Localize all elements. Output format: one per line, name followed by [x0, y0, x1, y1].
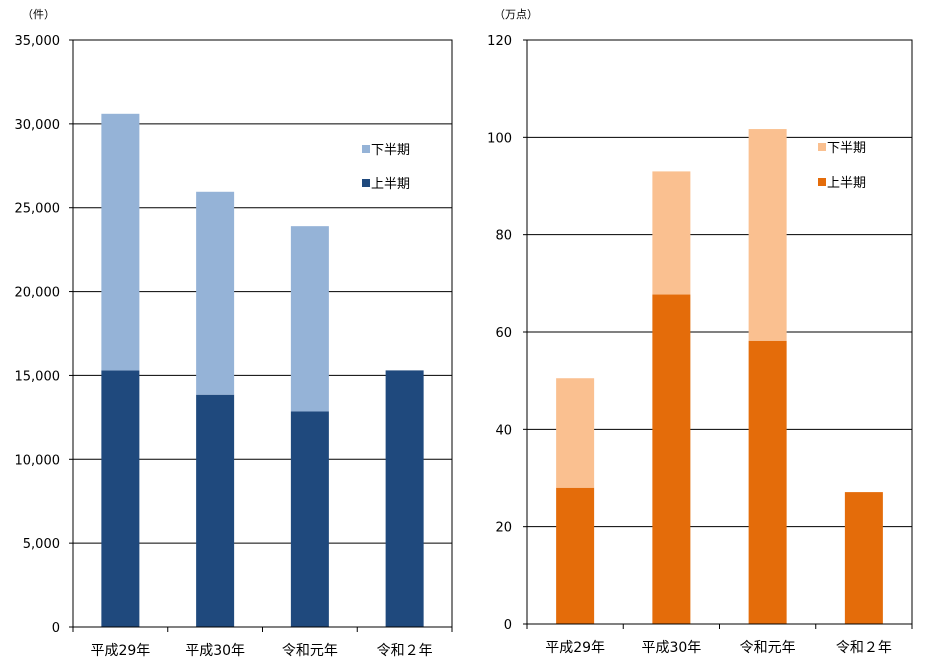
- y-tick-label: 5,000: [23, 537, 60, 552]
- y-tick-label: 20: [495, 521, 512, 536]
- y-tick-label: 25,000: [15, 202, 61, 217]
- bar-first-half: [101, 370, 140, 627]
- y-tick-label: 80: [495, 229, 512, 244]
- legend-swatch: [818, 178, 826, 186]
- y-tick-label: 120: [487, 34, 512, 49]
- y-tick-label: 0: [504, 618, 512, 633]
- plot-border: [526, 39, 913, 625]
- bar-first-half: [556, 487, 595, 624]
- y-tick-label: 60: [495, 326, 512, 341]
- y-unit-label: （件）: [22, 8, 55, 21]
- x-tick-label: 平成29年: [545, 640, 605, 656]
- legend-swatch: [362, 179, 370, 187]
- bar-first-half: [196, 394, 235, 627]
- x-tick-label: 令和元年: [740, 640, 796, 656]
- y-unit-label: （万点）: [494, 8, 538, 21]
- x-tick-label: 平成30年: [185, 643, 245, 659]
- y-tick-label: 35,000: [15, 34, 61, 49]
- bar-second-half: [748, 129, 787, 341]
- x-tick-label: 令和元年: [282, 643, 338, 659]
- bar-first-half: [844, 492, 883, 624]
- x-tick-label: 平成29年: [90, 643, 150, 659]
- legend-swatch: [818, 143, 826, 151]
- bar-first-half: [748, 340, 787, 624]
- bar-first-half: [652, 294, 691, 624]
- y-tick-label: 0: [52, 621, 60, 636]
- bar-first-half: [385, 370, 424, 627]
- bar-second-half: [556, 378, 595, 488]
- plot-border: [72, 39, 453, 628]
- legend-swatch: [362, 145, 370, 153]
- bar-second-half: [290, 226, 329, 412]
- bar-first-half: [290, 411, 329, 627]
- y-tick-label: 40: [495, 423, 512, 438]
- legend-label: 上半期: [827, 176, 866, 191]
- legend-label: 上半期: [371, 177, 410, 192]
- bar-second-half: [101, 113, 140, 371]
- bar-second-half: [196, 191, 235, 395]
- legend-label: 下半期: [827, 141, 866, 156]
- chart-2: （万点） 0 20 40 60 80 100 120 平成29年 平成30年 令和元年 令和２年 上半期…: [487, 8, 913, 656]
- y-tick-label: 15,000: [15, 369, 61, 384]
- y-tick-label: 30,000: [15, 118, 61, 133]
- chart-1: （件） 0 5,000 10,000 15,000 20,000 25,000 30,000 3…: [15, 8, 453, 659]
- y-tick-label: 20,000: [15, 286, 61, 301]
- y-tick-label: 10,000: [15, 453, 61, 468]
- y-tick-label: 100: [487, 131, 512, 146]
- x-tick-label: 令和２年: [836, 640, 892, 656]
- bar-second-half: [652, 171, 691, 295]
- legend-label: 下半期: [371, 143, 410, 158]
- x-tick-label: 令和２年: [377, 643, 433, 659]
- x-tick-label: 平成30年: [641, 640, 701, 656]
